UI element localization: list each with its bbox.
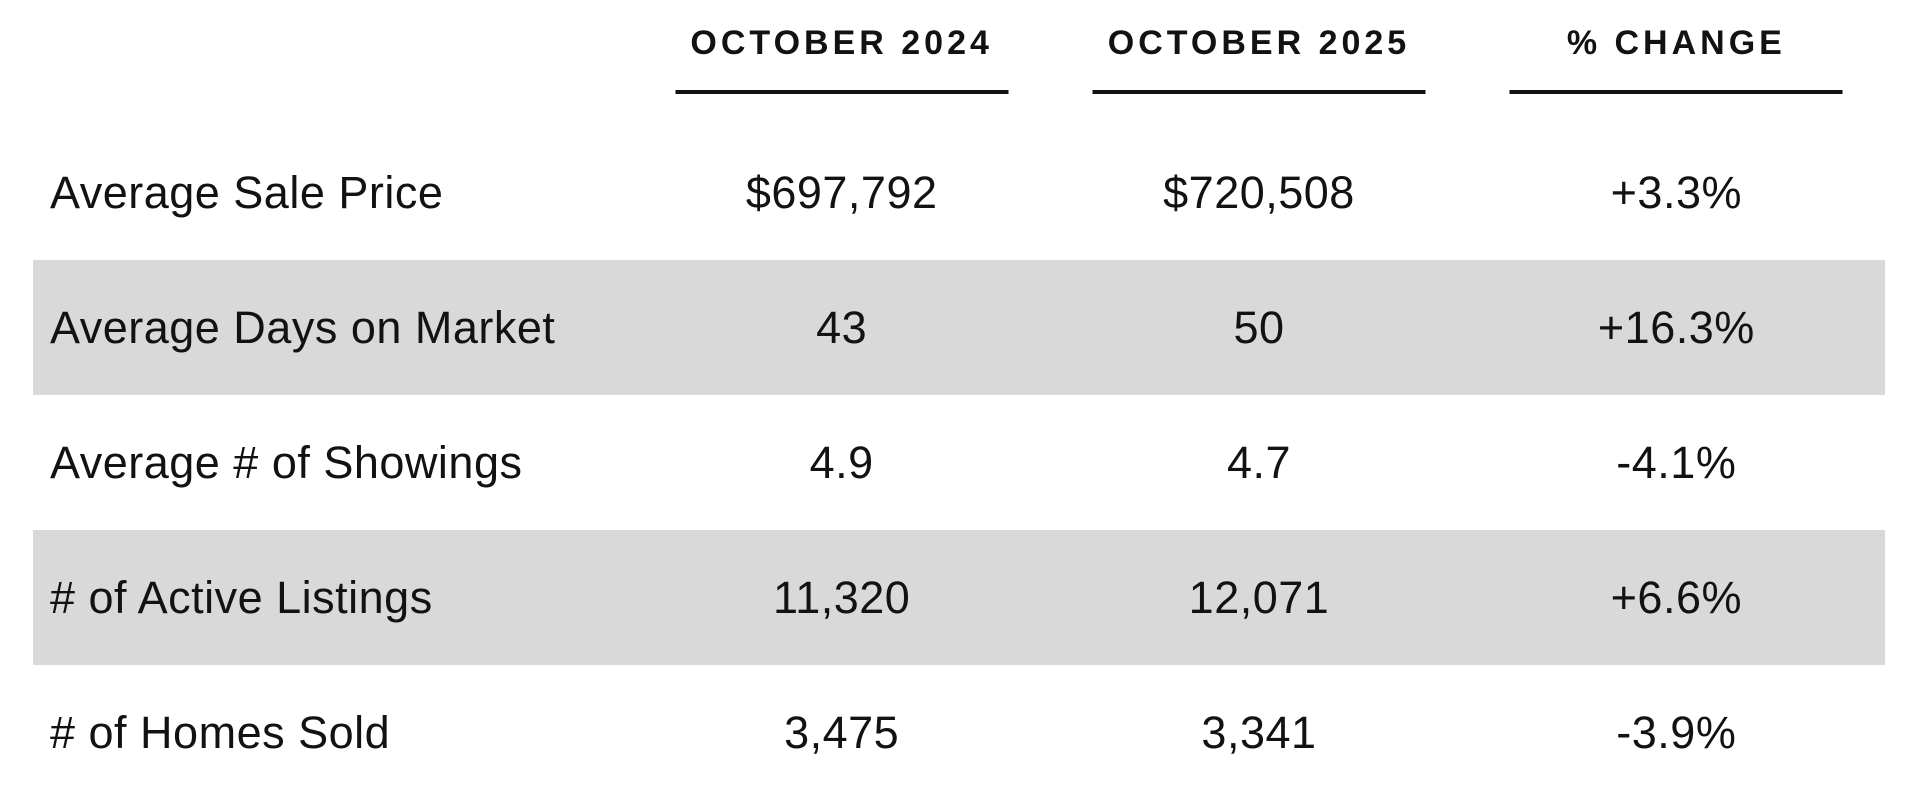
row-label: # of Active Listings [33, 572, 633, 624]
column-header-label: OCTOBER 2024 [633, 24, 1050, 63]
value-oct-2025: $720,508 [1050, 167, 1467, 219]
value-oct-2024: 43 [633, 302, 1050, 354]
table-row-average-days-on-market: Average Days on Market 43 50 +16.3% [33, 260, 1885, 395]
value-percent-change: +3.3% [1468, 167, 1885, 219]
header-underline [1092, 90, 1425, 94]
table-row-active-listings: # of Active Listings 11,320 12,071 +6.6% [33, 530, 1885, 665]
row-label: Average Days on Market [33, 302, 633, 354]
row-label: Average Sale Price [33, 167, 633, 219]
table-row-homes-sold: # of Homes Sold 3,475 3,341 -3.9% [33, 665, 1885, 800]
value-oct-2024: 11,320 [633, 572, 1050, 624]
column-header-october-2025: OCTOBER 2025 [1050, 0, 1467, 125]
market-comparison-table: OCTOBER 2024 OCTOBER 2025 % CHANGE Avera… [33, 0, 1885, 800]
header-cell-empty [33, 0, 633, 125]
value-oct-2024: 4.9 [633, 437, 1050, 489]
value-oct-2025: 4.7 [1050, 437, 1467, 489]
value-percent-change: +16.3% [1468, 302, 1885, 354]
table-header-row: OCTOBER 2024 OCTOBER 2025 % CHANGE [33, 0, 1885, 125]
value-oct-2025: 12,071 [1050, 572, 1467, 624]
header-underline [1510, 90, 1843, 94]
value-percent-change: -4.1% [1468, 437, 1885, 489]
value-percent-change: +6.6% [1468, 572, 1885, 624]
value-percent-change: -3.9% [1468, 707, 1885, 759]
table-row-average-sale-price: Average Sale Price $697,792 $720,508 +3.… [33, 125, 1885, 260]
header-underline [675, 90, 1008, 94]
table-row-average-showings: Average # of Showings 4.9 4.7 -4.1% [33, 395, 1885, 530]
column-header-october-2024: OCTOBER 2024 [633, 0, 1050, 125]
row-label: # of Homes Sold [33, 707, 633, 759]
row-label: Average # of Showings [33, 437, 633, 489]
column-header-percent-change: % CHANGE [1468, 0, 1885, 125]
column-header-label: % CHANGE [1468, 24, 1885, 63]
value-oct-2025: 3,341 [1050, 707, 1467, 759]
column-header-label: OCTOBER 2025 [1050, 24, 1467, 63]
value-oct-2024: $697,792 [633, 167, 1050, 219]
value-oct-2025: 50 [1050, 302, 1467, 354]
value-oct-2024: 3,475 [633, 707, 1050, 759]
